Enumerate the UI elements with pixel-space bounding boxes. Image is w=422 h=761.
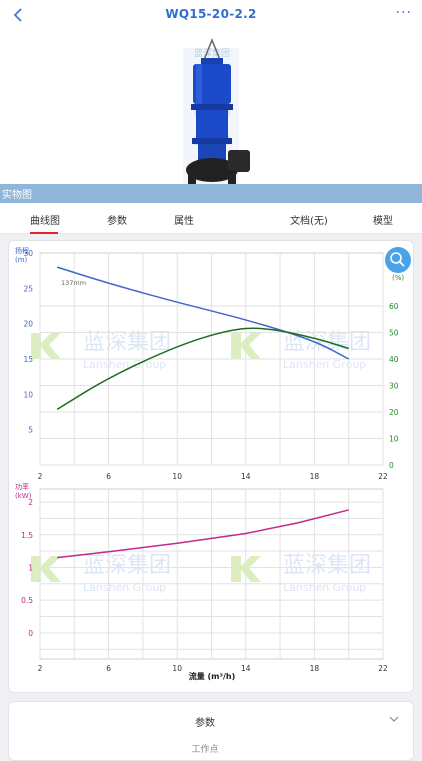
photo-caption-bar: 实物图 xyxy=(0,184,422,203)
chart2-x-tick: 10 xyxy=(172,664,182,673)
chart1-x-tick: 22 xyxy=(378,472,388,481)
chart1-ylabel-left-line2: (m) xyxy=(15,256,28,264)
curve-card: 蓝深集团 Lanshen Group 蓝深集团 Lanshen Group 蓝深… xyxy=(8,240,414,693)
chart2-x-tick: 14 xyxy=(241,664,251,673)
chart1-annotation: 137mm xyxy=(61,279,86,287)
tab-curve[interactable]: 曲线图 xyxy=(30,216,60,227)
params-section-label: 参数 xyxy=(195,718,215,729)
chart2-ylabel-line1: 功率 xyxy=(15,482,29,491)
chart1-y-right-tick: 20 xyxy=(389,408,399,417)
performance-chart: 蓝深集团 Lanshen Group 蓝深集团 Lanshen Group 蓝深… xyxy=(15,246,411,681)
chart1-y-left-tick: 30 xyxy=(23,249,33,258)
watermark-en: Lanshen Group xyxy=(83,581,166,594)
app-header: WQ15-20-2.2 ··· xyxy=(0,0,422,30)
tab-documents[interactable]: 文档(无) xyxy=(290,216,328,227)
tab-bar: 曲线图 参数 属性 文档(无) 模型 xyxy=(0,203,422,234)
chart2-y-tick: 2 xyxy=(28,498,33,507)
chart1-y-left-tick: 10 xyxy=(23,390,33,399)
chart1-y-right-tick: 60 xyxy=(389,302,399,311)
chart1-x-tick: 14 xyxy=(241,472,251,481)
chart1-x-tick: 2 xyxy=(38,472,43,481)
watermark-en: Lanshen Group xyxy=(83,358,166,371)
chart1-y-left-tick: 20 xyxy=(23,320,33,329)
chart1-y-left-tick: 15 xyxy=(23,355,33,364)
chevron-down-icon[interactable] xyxy=(389,714,399,727)
watermark-group: 蓝深集团 Lanshen Group 蓝深集团 Lanshen Group 蓝深… xyxy=(31,330,371,594)
params-section-sub: 工作点 xyxy=(191,745,219,755)
chart1-y-right-tick: 40 xyxy=(389,355,399,364)
chart2-y-tick: 1 xyxy=(28,563,33,572)
chart1-y-right-tick: 30 xyxy=(389,382,399,391)
page-title: WQ15-20-2.2 xyxy=(165,7,257,21)
chart1-y-right-tick: 10 xyxy=(389,435,399,444)
svg-text:蓝深集团: 蓝深集团 xyxy=(194,47,230,59)
tab-attributes[interactable]: 属性 xyxy=(174,216,194,227)
watermark-cn: 蓝深集团 xyxy=(83,553,171,578)
efficiency-curve xyxy=(56,327,349,410)
chart1-y-left-tick: 25 xyxy=(23,284,33,293)
more-options-icon[interactable]: ··· xyxy=(395,5,412,21)
chart1-x-tick: 6 xyxy=(106,472,111,481)
chart2-x-tick: 6 xyxy=(106,664,111,673)
active-tab-indicator xyxy=(30,232,58,234)
chart1-y-left-tick: 5 xyxy=(28,426,33,435)
watermark-cn: 蓝深集团 xyxy=(283,553,371,578)
watermark-cn: 蓝深集团 xyxy=(83,330,171,355)
chart2-x-tick: 22 xyxy=(378,664,388,673)
chart1-y-right-tick: 50 xyxy=(389,329,399,338)
watermark-en: Lanshen Group xyxy=(283,581,366,594)
watermark-en: Lanshen Group xyxy=(283,358,366,371)
chart2-y-tick: 0 xyxy=(28,629,33,638)
tab-params[interactable]: 参数 xyxy=(107,216,127,227)
chevron-left-icon[interactable] xyxy=(10,6,28,24)
pump-image: 蓝深集团 蓝深集团 蓝深集团 蓝深集团 xyxy=(183,37,250,188)
chart1-x-tick: 10 xyxy=(172,472,182,481)
chart2-ylabel-line2: (kW) xyxy=(15,492,32,500)
search-icon[interactable] xyxy=(385,247,411,273)
product-photo-area: 蓝深集团 蓝深集团 蓝深集团 蓝深集团 xyxy=(0,30,422,188)
chart2-xlabel: 流量 (m³/h) xyxy=(189,671,236,681)
chart1-x-tick: 18 xyxy=(310,472,320,481)
chart1-ylabel-left-line1: 扬程 xyxy=(15,246,29,255)
chart1-ylabel-right-line2: (%) xyxy=(392,274,404,282)
chart1-y-right-tick: 0 xyxy=(389,461,394,470)
chart2-y-tick: 1.5 xyxy=(21,531,33,540)
power-curve xyxy=(57,509,349,559)
chart2-x-tick: 2 xyxy=(38,664,43,673)
tab-model[interactable]: 模型 xyxy=(373,216,393,227)
params-section[interactable]: 参数 工作点 xyxy=(8,701,414,761)
chart2-y-tick: 0.5 xyxy=(21,596,33,605)
chart2-x-tick: 18 xyxy=(310,664,320,673)
photo-caption: 实物图 xyxy=(2,190,32,201)
